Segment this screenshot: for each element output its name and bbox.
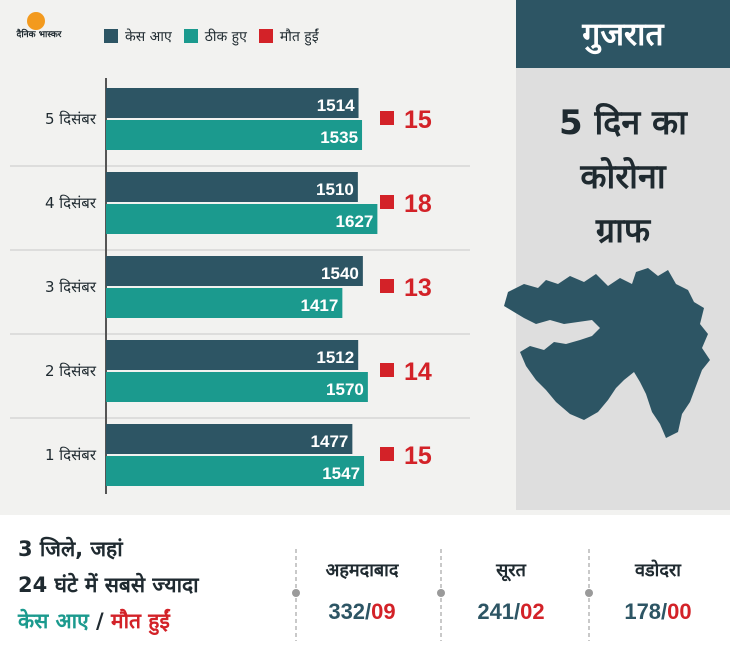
headline-deaths: मौत हुईं <box>111 609 170 633</box>
city-stats: 178/00 <box>588 587 728 637</box>
recovered-value-label: 1547 <box>322 464 360 483</box>
cases-bar <box>106 88 359 118</box>
divider <box>292 549 300 641</box>
category-label: 3 दिसंबर <box>45 278 97 296</box>
category-label: 4 दिसंबर <box>45 194 97 212</box>
death-value-label: 13 <box>404 274 432 302</box>
gujarat-map-icon <box>504 268 710 438</box>
headline-line: 3 जिले, जहां <box>18 537 123 561</box>
recovered-value-label: 1570 <box>326 380 364 399</box>
city-slash: / <box>365 599 372 624</box>
headline-separator: / <box>88 609 112 633</box>
recovered-value-label: 1535 <box>320 128 358 147</box>
top-districts-strip: 3 जिले, जहां 24 घंटे में सबसे ज्यादा केस… <box>0 515 730 655</box>
death-marker <box>380 195 394 209</box>
state-badge: गुजरात <box>516 0 730 68</box>
city-ahmedabad: अहमदाबाद 332/09 <box>292 555 432 637</box>
legend-item-deaths: मौत हुईं <box>258 27 319 46</box>
chart-legend: केस आए ठीक हुए मौत हुईं <box>104 24 331 48</box>
divider-dot <box>437 589 445 597</box>
city-name: अहमदाबाद <box>325 560 399 581</box>
divider <box>585 549 593 641</box>
category-label: 5 दिसंबर <box>45 110 97 128</box>
city-name: वडोदरा <box>635 560 681 581</box>
city-deaths: 02 <box>520 599 545 624</box>
cases-bar <box>106 172 358 202</box>
cases-value-label: 1514 <box>317 96 355 115</box>
districts-headline: 3 जिले, जहां 24 घंटे में सबसे ज्यादा केस… <box>18 531 288 639</box>
category-label: 2 दिसंबर <box>45 362 97 380</box>
city-deaths: 09 <box>371 599 396 624</box>
death-marker <box>380 111 394 125</box>
divider-dot <box>585 589 593 597</box>
legend-item-cases: केस आए <box>104 27 172 46</box>
city-slash: / <box>661 599 668 624</box>
headline-line: केस आए / मौत हुईं <box>18 603 288 639</box>
cases-value-label: 1510 <box>316 180 354 199</box>
panel-title-line: कोरोना <box>580 157 666 197</box>
cases-bar <box>106 256 363 286</box>
divider <box>437 549 445 641</box>
recovered-bar <box>106 456 365 486</box>
cases-bar <box>106 424 353 454</box>
death-value-label: 15 <box>404 442 432 470</box>
city-vadodara: वडोदरा 178/00 <box>588 555 728 637</box>
headline-line: 24 घंटे में सबसे ज्यादा <box>18 573 199 597</box>
city-slash: / <box>514 599 521 624</box>
divider-dot <box>292 589 300 597</box>
legend-swatch-cases <box>104 29 118 43</box>
city-deaths: 00 <box>667 599 692 624</box>
panel-title-line: ग्राफ <box>595 211 651 251</box>
category-label: 1 दिसंबर <box>45 446 97 464</box>
death-value-label: 15 <box>404 106 432 134</box>
recovered-bar <box>106 372 368 402</box>
legend-label-cases: केस आए <box>125 28 172 45</box>
city-cases: 241 <box>477 599 515 624</box>
death-marker <box>380 447 394 461</box>
brand-logo: दैनिक भास्कर <box>14 12 61 58</box>
legend-swatch-recovered <box>183 29 198 43</box>
death-marker <box>380 279 394 293</box>
sun-icon <box>27 12 45 30</box>
recovered-bar <box>106 120 363 150</box>
headline-cases: केस आए <box>18 609 89 633</box>
legend-label-deaths: मौत हुईं <box>279 28 319 45</box>
city-name: सूरत <box>496 560 526 581</box>
legend-swatch-deaths <box>258 29 273 43</box>
recovered-bar <box>106 288 343 318</box>
city-cases: 178 <box>624 599 662 624</box>
panel-title-line: 5 दिन का <box>559 103 687 143</box>
cases-bar <box>106 340 359 370</box>
recovered-value-label: 1417 <box>301 296 339 315</box>
brand-logo-text: दैनिक भास्कर <box>16 30 62 40</box>
city-stats: 332/09 <box>292 587 432 637</box>
death-value-label: 14 <box>404 358 432 386</box>
city-surat: सूरत 241/02 <box>441 555 581 637</box>
city-cases: 332 <box>328 599 366 624</box>
death-marker <box>380 363 394 377</box>
legend-label-recovered: ठीक हुए <box>204 28 247 45</box>
recovered-value-label: 1627 <box>336 212 374 231</box>
death-value-label: 18 <box>404 190 432 218</box>
city-stats: 241/02 <box>441 587 581 637</box>
panel-title: 5 दिन का कोरोना ग्राफ <box>516 96 730 258</box>
recovered-bar <box>106 204 378 234</box>
cases-value-label: 1477 <box>311 432 349 451</box>
cases-value-label: 1512 <box>316 348 354 367</box>
legend-item-recovered: ठीक हुए <box>183 27 247 46</box>
right-panel: गुजरात 5 दिन का कोरोना ग्राफ <box>516 0 730 510</box>
cases-value-label: 1540 <box>321 264 359 283</box>
